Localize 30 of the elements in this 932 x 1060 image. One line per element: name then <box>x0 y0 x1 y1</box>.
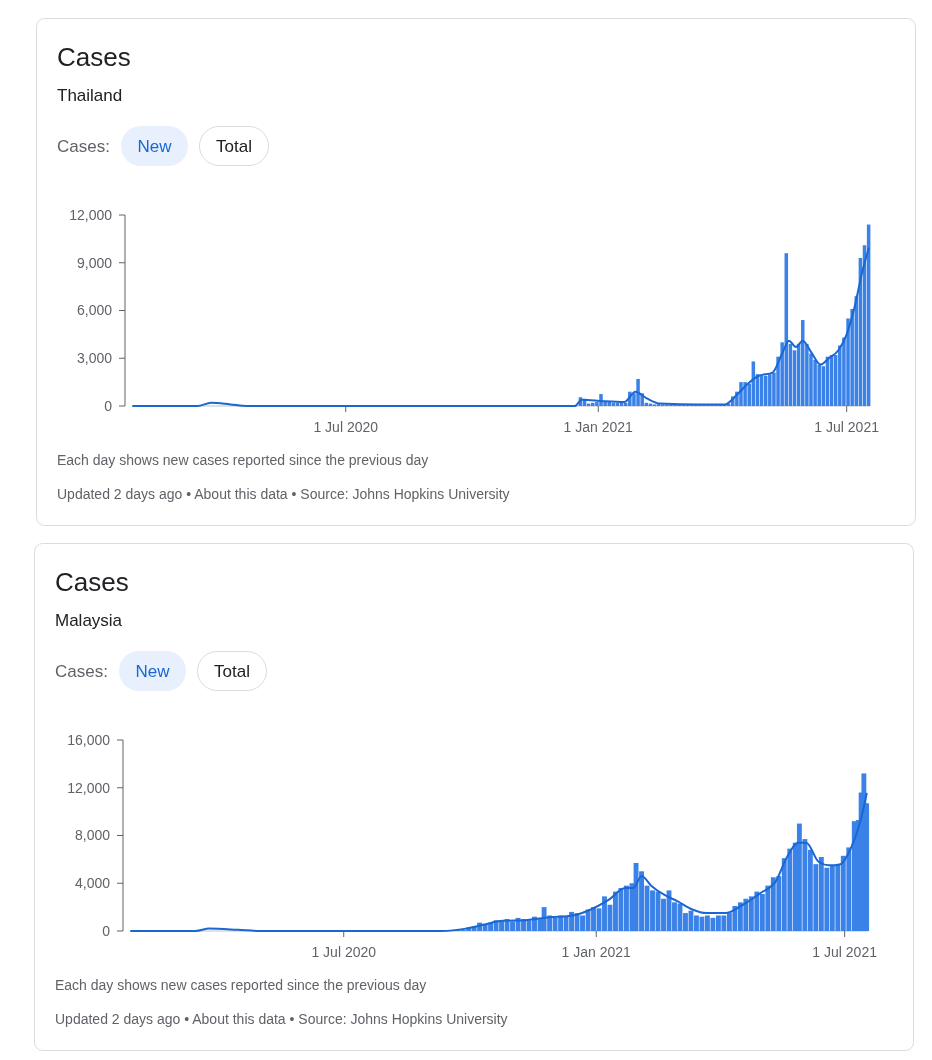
y-tick-label: 9,000 <box>76 254 113 271</box>
y-tick-label: 4,000 <box>74 875 111 892</box>
y-tick-label: 12,000 <box>67 779 111 796</box>
x-tick-label: 1 Jul 2021 <box>812 944 878 960</box>
text: New <box>137 137 173 156</box>
chart-subtitle: Thailand <box>57 86 123 105</box>
y-tick-label: 6,000 <box>76 302 113 319</box>
text: Updated 2 days ago • About this data • Source: Johns Hopkins University <box>55 1011 508 1027</box>
text: Cases: <box>55 662 108 681</box>
text: Total <box>216 137 252 156</box>
text: Each day shows new cases reported since the previous day <box>55 977 427 993</box>
x-tick-label: 1 Jul 2020 <box>311 944 377 960</box>
x-tick-label: 1 Jan 2021 <box>561 944 632 960</box>
chart-title: Cases <box>55 567 129 597</box>
text: Total <box>214 662 250 681</box>
text: Cases: <box>57 137 110 156</box>
chart-subtitle: Malaysia <box>55 611 123 630</box>
x-tick-label: 1 Jul 2020 <box>313 419 379 435</box>
y-tick-label: 16,000 <box>67 731 111 748</box>
y-tick-label: 3,000 <box>76 350 113 367</box>
y-tick-label: 8,000 <box>74 827 111 844</box>
x-tick-label: 1 Jan 2021 <box>563 419 634 435</box>
text: Each day shows new cases reported since the previous day <box>57 452 429 468</box>
text: Updated 2 days ago • About this data • Source: Johns Hopkins University <box>57 486 510 502</box>
y-tick-label: 0 <box>104 397 113 414</box>
chart-title: Cases <box>57 42 131 72</box>
y-tick-label: 0 <box>102 922 111 939</box>
x-tick-label: 1 Jul 2021 <box>814 419 880 435</box>
y-tick-label: 12,000 <box>69 206 113 223</box>
text: New <box>135 662 171 681</box>
